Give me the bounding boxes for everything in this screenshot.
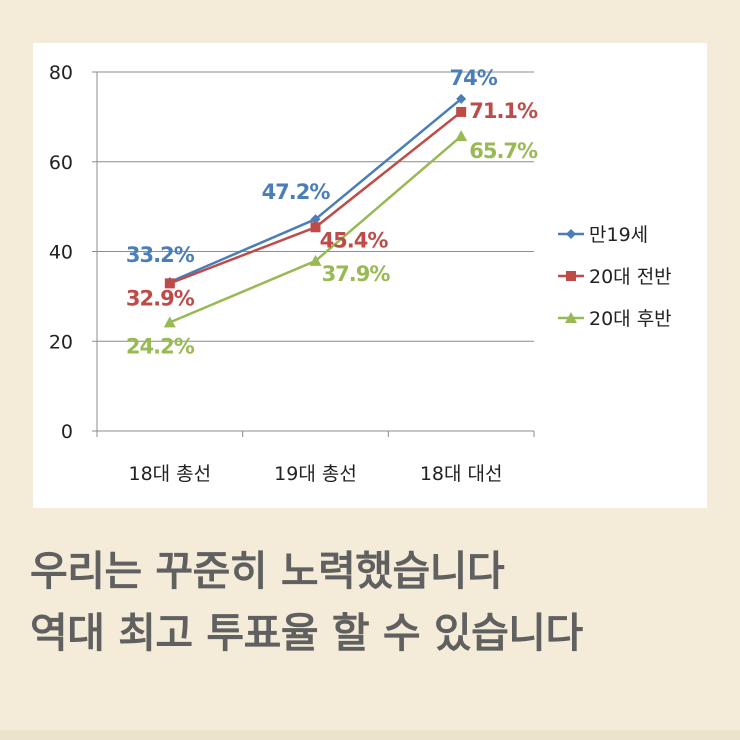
data-label: 32.9% — [126, 286, 195, 310]
bottom-strip — [0, 730, 740, 740]
y-tick-label: 20 — [49, 331, 73, 353]
data-point — [455, 130, 468, 142]
data-point — [163, 316, 176, 328]
data-label: 71.1% — [469, 99, 538, 123]
legend-label: 20대 후반 — [589, 308, 672, 330]
data-label: 33.2% — [126, 243, 195, 267]
legend-marker — [566, 271, 576, 281]
data-point — [309, 254, 322, 266]
x-tick-label: 18대 대선 — [420, 463, 503, 485]
data-point — [456, 106, 467, 117]
y-tick-label: 40 — [49, 242, 73, 264]
y-tick-label: 60 — [49, 152, 73, 174]
chart-panel: 0 20 40 60 80 18대 총선 19대 총선 18대 대선 33.2% 47.2% 74%… — [33, 43, 707, 508]
legend-marker — [565, 312, 577, 323]
data-label: 24.2% — [126, 334, 195, 358]
legend-marker — [566, 229, 576, 239]
data-label: 45.4% — [320, 228, 389, 252]
data-point — [164, 278, 175, 289]
x-tick-label: 18대 총선 — [128, 463, 211, 485]
line-chart: 0 20 40 60 80 18대 총선 19대 총선 18대 대선 33.2% 47.2% 74%… — [49, 62, 672, 485]
caption-line-1: 우리는 꾸준히 노력했습니다 — [30, 547, 505, 595]
data-label: 37.9% — [322, 262, 391, 286]
data-label: 47.2% — [262, 180, 331, 204]
x-tick-label: 19대 총선 — [274, 463, 357, 485]
data-point — [310, 214, 321, 225]
caption-line-2: 역대 최고 투표율 할 수 있습니다 — [30, 609, 583, 657]
data-point — [456, 93, 467, 104]
legend-label: 만19세 — [589, 224, 648, 246]
legend-label: 20대 전반 — [589, 266, 672, 288]
data-point — [310, 222, 321, 233]
data-label: 65.7% — [469, 139, 538, 163]
y-tick-label: 0 — [61, 421, 73, 443]
y-tick-label: 80 — [49, 62, 73, 84]
caption: 우리는 꾸준히 노력했습니다 역대 최고 투표율 할 수 있습니다 — [30, 540, 720, 664]
data-label: 74% — [450, 66, 498, 90]
